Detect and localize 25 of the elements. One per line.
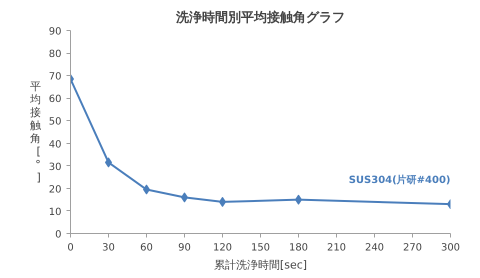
x-tick-label: 240: [364, 242, 384, 254]
x-tick-label: 180: [288, 242, 308, 254]
x-tick-label: 210: [326, 242, 346, 254]
x-tick-label: 150: [250, 242, 270, 254]
x-tick-label: 0: [67, 242, 74, 254]
x-tick-label: 60: [140, 242, 153, 254]
y-axis-title: 平均接触角[°]: [28, 80, 41, 184]
x-tick-label: 270: [402, 242, 422, 254]
series-label: SUS304(片研#400): [348, 174, 451, 186]
x-axis-title: 累計洗浄時間[sec]: [214, 258, 308, 272]
y-tick-label: 60: [48, 94, 62, 106]
x-tick-label: 90: [178, 242, 191, 254]
x-tick-label: 300: [440, 242, 460, 254]
y-tick-label: 40: [48, 139, 62, 150]
chart-title: 洗浄時間別平均接触角グラフ: [175, 10, 345, 26]
y-tick-label: 30: [48, 162, 62, 173]
y-tick-label: 0: [55, 230, 62, 240]
y-tick-label: 50: [48, 116, 62, 128]
y-tick-label: 10: [48, 206, 62, 218]
x-tick-label: 120: [212, 242, 232, 254]
x-tick-label: 30: [102, 242, 115, 254]
y-tick-label: 70: [48, 72, 62, 83]
y-tick-label: 20: [48, 184, 62, 196]
y-tick-label: 90: [48, 26, 62, 38]
y-tick-label: 80: [48, 49, 62, 60]
